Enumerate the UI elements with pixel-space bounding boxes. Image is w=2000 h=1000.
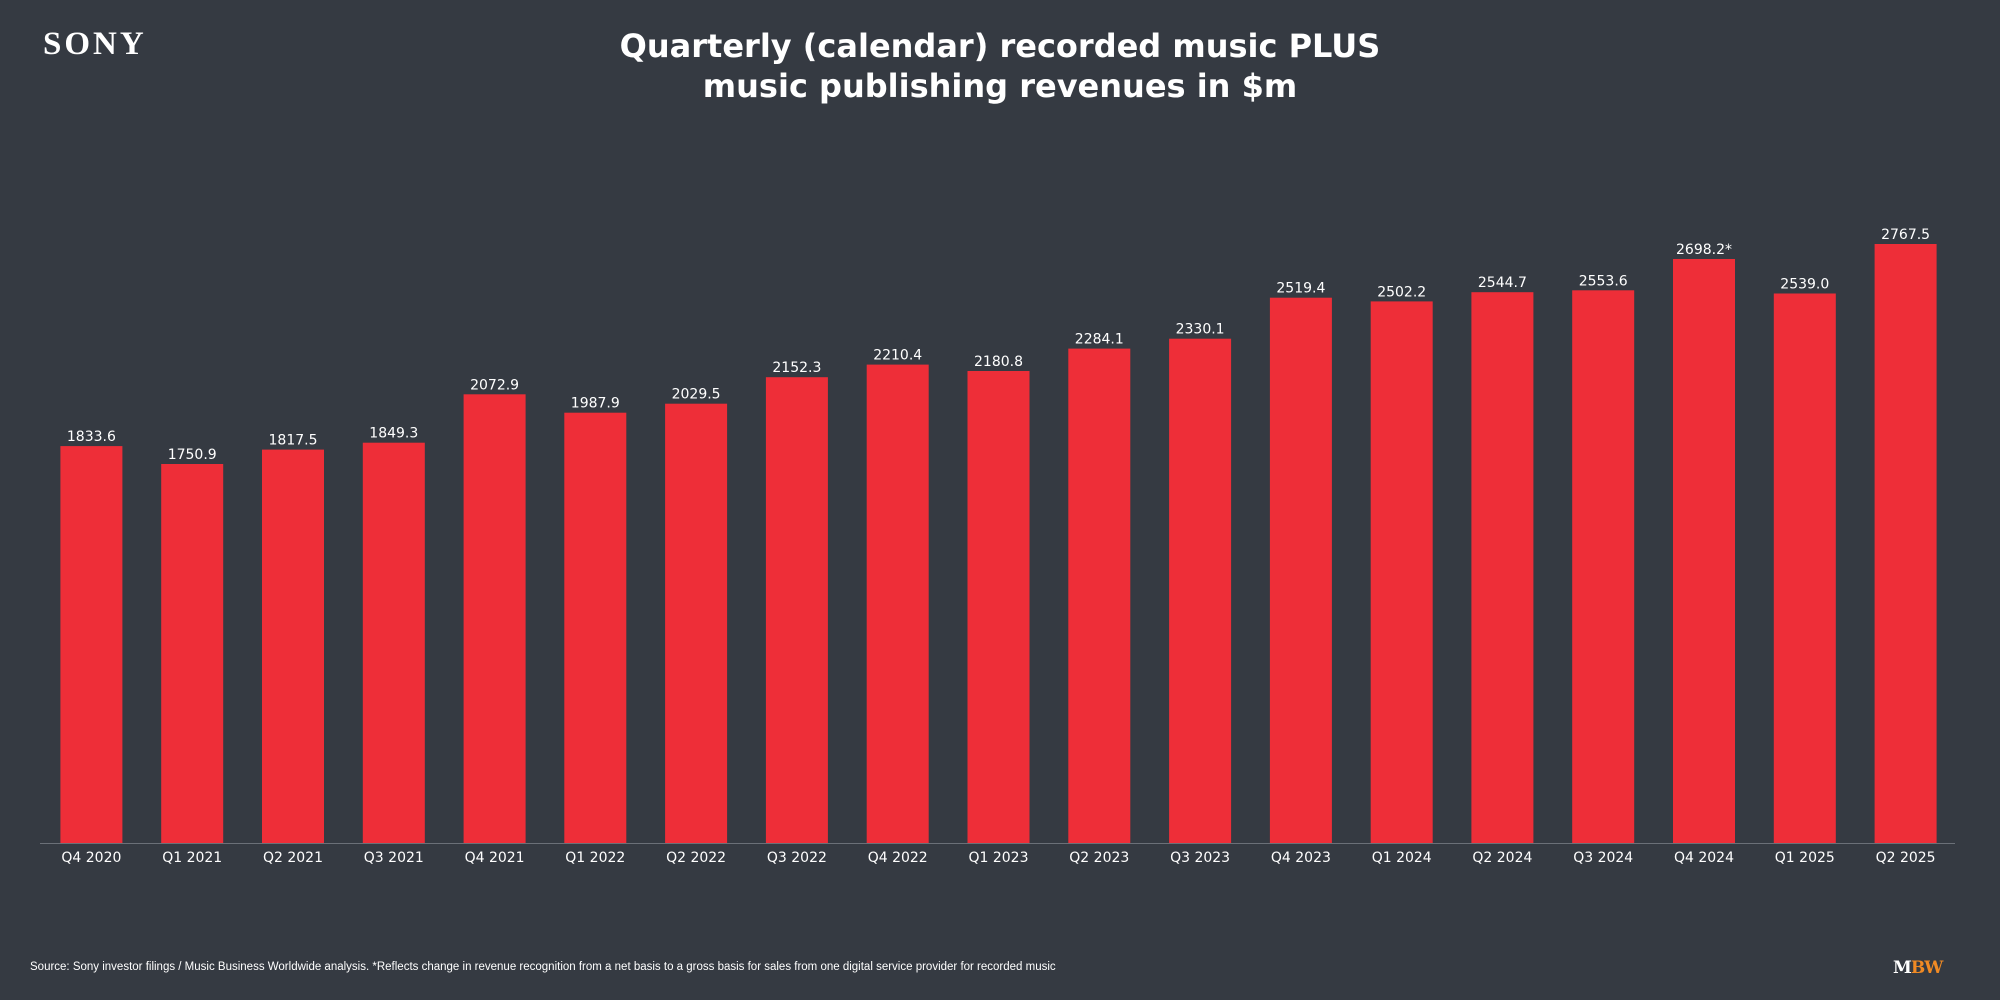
x-tick-label: Q4 2020	[61, 850, 121, 866]
data-label-q4-2021: 2072.9	[470, 377, 519, 393]
x-tick-label: Q2 2025	[1876, 850, 1936, 866]
bar-q4-2023	[1269, 297, 1332, 843]
data-labels-layer: 1833.6 1750.9 1817.5 1849.3 2072.9 1987.9 2029…	[67, 227, 1930, 463]
chart-title-line-1: Quarterly (calendar) recorded music PLUS	[619, 27, 1381, 65]
bar-q2-2025	[1874, 244, 1937, 843]
chart-title: Quarterly (calendar) recorded music PLUS…	[0, 26, 2000, 106]
bar-q4-2020	[60, 446, 123, 843]
data-label-q3-2021: 1849.3	[369, 426, 418, 442]
bar-q4-2024	[1673, 259, 1735, 843]
data-label-q2-2022: 2029.5	[672, 387, 721, 403]
bar-q2-2024	[1471, 292, 1534, 843]
bars-layer	[60, 244, 1937, 843]
sony-logo: SONY	[43, 26, 147, 62]
bar-q3-2021	[362, 442, 425, 843]
x-tick-label: Q2 2023	[1069, 850, 1129, 866]
mbw-logo: MBW	[1893, 958, 1943, 978]
x-tick-label: Q3 2022	[767, 850, 827, 866]
x-tick-label: Q3 2021	[364, 850, 424, 866]
x-tick-labels-layer: Q4 2020 Q1 2021 Q2 2021 Q3 2021 Q4 2021 Q1 20…	[61, 850, 1935, 866]
x-tick-label: Q2 2022	[666, 850, 726, 866]
data-label-q2-2025: 2767.5	[1881, 227, 1930, 243]
bar-q1-2022	[564, 412, 627, 843]
x-tick-label: Q3 2023	[1170, 850, 1230, 866]
bar-q1-2025	[1773, 293, 1836, 843]
x-tick-label: Q4 2021	[465, 850, 525, 866]
data-label-q4-2024: 2698.2*	[1676, 242, 1732, 258]
bar-q1-2024	[1370, 301, 1433, 843]
data-label-q1-2024: 2502.2	[1377, 284, 1426, 300]
source-footnote: Source: Sony investor filings / Music Bu…	[30, 961, 1056, 973]
data-label-q1-2025: 2539.0	[1780, 277, 1829, 293]
chart-title-line-2: music publishing revenues in $m	[702, 67, 1298, 105]
data-label-q3-2024: 2553.6	[1579, 273, 1628, 289]
data-label-q1-2023: 2180.8	[974, 354, 1023, 370]
x-tick-label: Q2 2024	[1472, 850, 1532, 866]
bar-q2-2023	[1068, 348, 1131, 843]
bar-q3-2022	[765, 377, 828, 843]
data-label-q3-2023: 2330.1	[1176, 322, 1225, 338]
data-label-q4-2022: 2210.4	[873, 348, 922, 364]
bar-q3-2023	[1169, 338, 1232, 843]
data-label-q1-2022: 1987.9	[571, 396, 620, 412]
bar-q1-2021	[161, 464, 224, 843]
mbw-logo-m: M	[1893, 958, 1912, 978]
x-tick-label: Q1 2021	[162, 850, 222, 866]
x-tick-label: Q3 2024	[1573, 850, 1633, 866]
x-tick-label: Q1 2024	[1372, 850, 1432, 866]
bar-q4-2022	[866, 364, 929, 843]
x-tick-label: Q4 2023	[1271, 850, 1331, 866]
bar-q3-2024	[1572, 290, 1635, 843]
mbw-logo-bw: BW	[1910, 958, 1943, 978]
data-label-q2-2023: 2284.1	[1075, 332, 1124, 348]
bar-q1-2023	[967, 371, 1030, 843]
x-tick-label: Q2 2021	[263, 850, 323, 866]
data-label-q4-2023: 2519.4	[1276, 281, 1325, 297]
bar-q2-2021	[262, 449, 324, 843]
data-label-q2-2024: 2544.7	[1478, 275, 1527, 291]
x-tick-label: Q4 2024	[1674, 850, 1734, 866]
data-label-q1-2021: 1750.9	[168, 447, 217, 463]
x-tick-label: Q1 2023	[968, 850, 1028, 866]
x-tick-label: Q1 2022	[565, 850, 625, 866]
data-label-q3-2022: 2152.3	[772, 360, 821, 376]
x-tick-label: Q4 2022	[868, 850, 928, 866]
data-label-q2-2021: 1817.5	[269, 433, 318, 449]
x-tick-label: Q1 2025	[1775, 850, 1835, 866]
bar-q4-2021	[463, 394, 526, 843]
bar-q2-2022	[665, 403, 728, 843]
data-label-q4-2020: 1833.6	[67, 429, 116, 445]
